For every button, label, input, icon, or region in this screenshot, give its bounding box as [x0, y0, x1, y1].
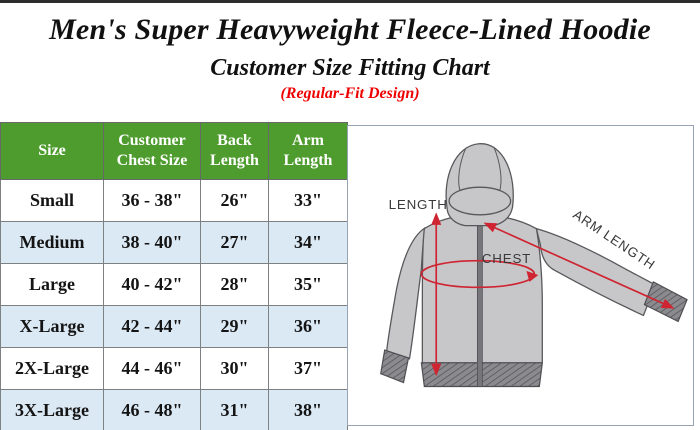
table-row: Large 40 - 42" 28" 35" — [0, 263, 348, 306]
hoodie-zipper — [476, 210, 483, 387]
col-header-chest: Customer Chest Size — [103, 122, 201, 180]
cell-back-length: 27" — [200, 221, 269, 264]
hood-face-opening — [448, 186, 512, 216]
table-row: 3X-Large 46 - 48" 31" 38" — [0, 389, 348, 430]
fit-note: (Regular-Fit Design) — [280, 84, 420, 102]
cell-back-length: 28" — [200, 263, 269, 306]
hoodie-right-cuff — [643, 281, 688, 323]
table-row: Small 36 - 38" 26" 33" — [0, 179, 348, 222]
hood-seam-right — [493, 146, 502, 192]
cell-chest-size: 36 - 38" — [103, 179, 201, 222]
content-area: Size Customer Chest Size Back Length Arm… — [0, 122, 700, 430]
table-row: Medium 38 - 40" 27" 34" — [0, 221, 348, 264]
cell-back-length: 30" — [200, 347, 269, 390]
cell-chest-size: 44 - 46" — [103, 347, 201, 390]
cell-size: 3X-Large — [0, 389, 104, 430]
cell-back-length: 31" — [200, 389, 269, 430]
table-row: X-Large 42 - 44" 29" 36" — [0, 305, 348, 348]
cell-size: Small — [0, 179, 104, 222]
cell-arm-length: 35" — [268, 263, 348, 306]
length-label: LENGTH — [389, 197, 448, 212]
hood-seam-left — [458, 147, 467, 192]
page-title: Men's Super Heavyweight Fleece-Lined Hoo… — [49, 13, 651, 46]
table-header-row: Size Customer Chest Size Back Length Arm… — [0, 122, 348, 180]
cell-arm-length: 37" — [268, 347, 348, 390]
cell-arm-length: 34" — [268, 221, 348, 264]
cell-size: X-Large — [0, 305, 104, 348]
arm-length-arrow — [483, 222, 675, 309]
chest-label: CHEST — [482, 251, 531, 266]
cell-back-length: 26" — [200, 179, 269, 222]
title-block: Men's Super Heavyweight Fleece-Lined Hoo… — [0, 14, 700, 103]
hoodie-left-cuff — [380, 349, 410, 384]
table-row: 2X-Large 44 - 46" 30" 37" — [0, 347, 348, 390]
cell-chest-size: 38 - 40" — [103, 221, 201, 264]
cell-chest-size: 42 - 44" — [103, 305, 201, 348]
hoodie-left-sleeve — [386, 226, 426, 360]
cell-arm-length: 38" — [268, 389, 348, 430]
cell-back-length: 29" — [200, 305, 269, 348]
cell-arm-length: 36" — [268, 305, 348, 348]
cell-size: Large — [0, 263, 104, 306]
cell-size: Medium — [0, 221, 104, 264]
hoodie-measurement-diagram: LENGTH CHEST ARM LENGTH — [347, 125, 694, 426]
cell-chest-size: 40 - 42" — [103, 263, 201, 306]
col-header-size: Size — [0, 122, 104, 180]
hoodie-illustration: LENGTH CHEST ARM LENGTH — [380, 143, 688, 388]
cell-size: 2X-Large — [0, 347, 104, 390]
cell-chest-size: 46 - 48" — [103, 389, 201, 430]
size-chart-table: Size Customer Chest Size Back Length Arm… — [0, 122, 348, 430]
col-header-back-length: Back Length — [200, 122, 269, 180]
col-header-arm-length: Arm Length — [268, 122, 348, 180]
hoodie-right-sleeve — [535, 227, 656, 317]
cell-arm-length: 33" — [268, 179, 348, 222]
chart-subtitle: Customer Size Fitting Chart — [210, 54, 490, 81]
